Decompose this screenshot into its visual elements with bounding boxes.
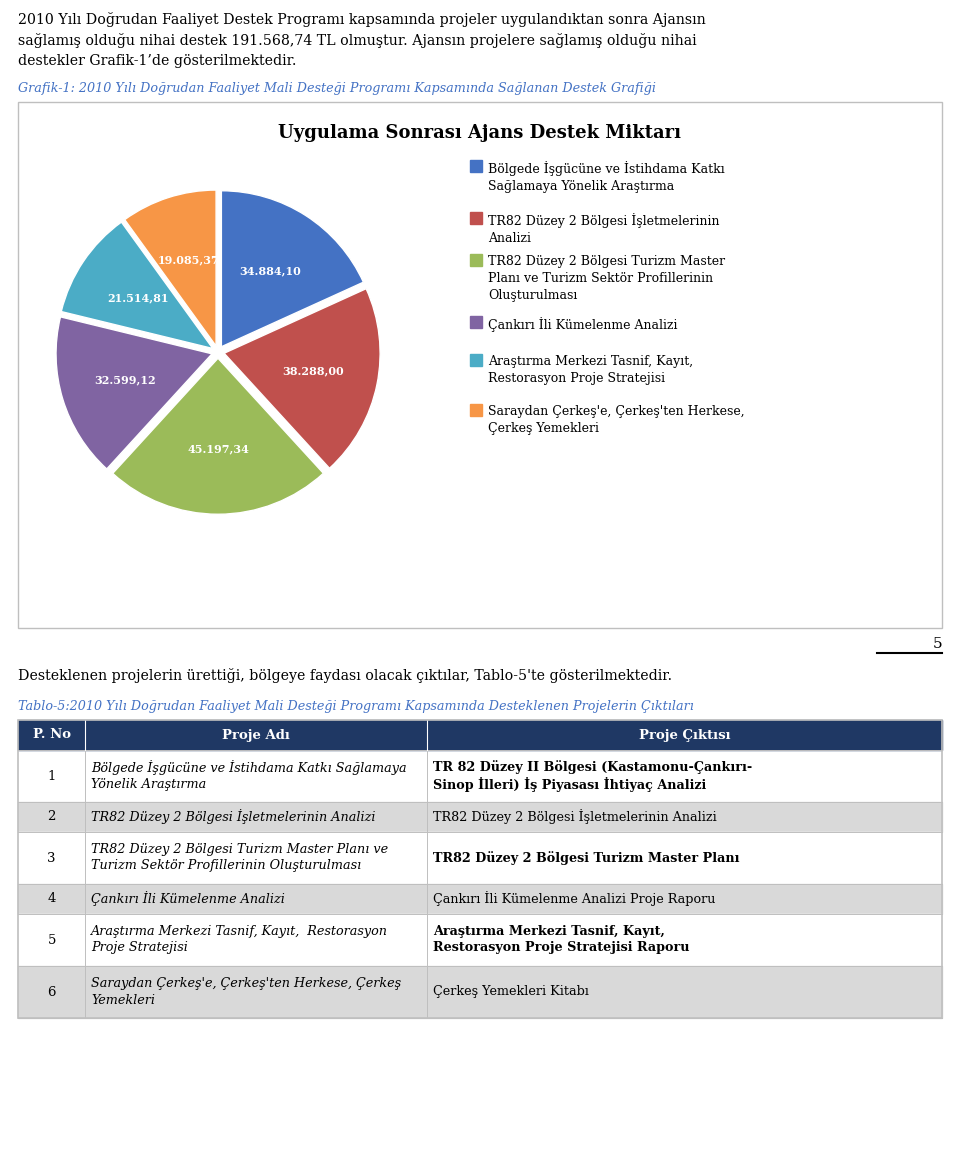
Wedge shape (56, 317, 212, 468)
Text: Proje Adı: Proje Adı (223, 729, 290, 741)
Text: Saraydan Çerkeş'e, Çerkeş'ten Herkese,
Çerkeş Yemekleri: Saraydan Çerkeş'e, Çerkeş'ten Herkese, Ç… (488, 405, 745, 435)
Text: Çankırı İli Kümelenme Analizi Proje Raporu: Çankırı İli Kümelenme Analizi Proje Rapo… (433, 892, 716, 907)
Text: 19.085,37: 19.085,37 (157, 254, 219, 266)
Text: Desteklenen projelerin ürettiği, bölgeye faydası olacak çıktılar, Tablo-5'te gös: Desteklenen projelerin ürettiği, bölgeye… (18, 668, 672, 683)
Text: Çankırı İli Kümelenme Analizi: Çankırı İli Kümelenme Analizi (488, 317, 678, 331)
Text: TR 82 Düzey II Bölgesi (Kastamonu-Çankırı-
Sinop İlleri) İş Piyasası İhtiyaç Ana: TR 82 Düzey II Bölgesi (Kastamonu-Çankır… (433, 760, 753, 792)
Text: Proje Çıktısı: Proje Çıktısı (638, 729, 731, 741)
Bar (18, 884, 942, 914)
Bar (470, 160, 482, 171)
Text: 32.599,12: 32.599,12 (95, 375, 156, 386)
Text: 1: 1 (48, 770, 56, 783)
Bar (470, 355, 482, 366)
Bar (18, 802, 942, 832)
Text: Çerkeş Yemekleri Kitabı: Çerkeş Yemekleri Kitabı (433, 985, 589, 999)
Bar (18, 832, 942, 884)
Bar (18, 721, 942, 1017)
Bar (18, 966, 942, 1017)
Wedge shape (112, 358, 324, 514)
Text: TR82 Düzey 2 Bölgesi İşletmelerinin
Analizi: TR82 Düzey 2 Bölgesi İşletmelerinin Anal… (488, 213, 719, 245)
Text: Grafik-1: 2010 Yılı Doğrudan Faaliyet Mali Desteği Programı Kapsamında Sağlanan : Grafik-1: 2010 Yılı Doğrudan Faaliyet Ma… (18, 82, 656, 96)
Text: Araştırma Merkezi Tasnif, Kayıt,
Restorasyon Proje Stratejisi Raporu: Araştırma Merkezi Tasnif, Kayıt, Restora… (433, 925, 690, 954)
Text: TR82 Düzey 2 Bölgesi Turizm Master Planı: TR82 Düzey 2 Bölgesi Turizm Master Planı (433, 851, 740, 864)
Text: sağlamış olduğu nihai destek 191.568,74 TL olmuştur. Ajansın projelere sağlamış : sağlamış olduğu nihai destek 191.568,74 … (18, 33, 697, 48)
Wedge shape (224, 289, 380, 468)
Bar (470, 254, 482, 266)
Text: 5: 5 (932, 637, 942, 651)
Text: 5: 5 (48, 933, 56, 946)
Text: TR82 Düzey 2 Bölgesi Turizm Master
Planı ve Turizm Sektör Profillerinin
Oluşturu: TR82 Düzey 2 Bölgesi Turizm Master Planı… (488, 256, 725, 302)
Text: 2010 Yılı Doğrudan Faaliyet Destek Programı kapsamında projeler uygulandıktan so: 2010 Yılı Doğrudan Faaliyet Destek Progr… (18, 12, 706, 26)
Wedge shape (125, 190, 216, 346)
Wedge shape (222, 191, 364, 346)
Bar (18, 102, 942, 628)
Text: 6: 6 (47, 985, 56, 999)
Text: 2: 2 (48, 810, 56, 823)
Text: Bölgede İşgücüne ve İstihdama Katkı Sağlamaya
Yönelik Araştırma: Bölgede İşgücüne ve İstihdama Katkı Sağl… (91, 761, 407, 792)
Bar (470, 404, 482, 416)
Text: P. No: P. No (33, 729, 71, 741)
Text: Çankırı İli Kümelenme Analizi: Çankırı İli Kümelenme Analizi (91, 892, 285, 907)
Text: destekler Grafik-1’de gösterilmektedir.: destekler Grafik-1’de gösterilmektedir. (18, 54, 297, 68)
Text: Saraydan Çerkeş'e, Çerkeş'ten Herkese, Çerkeş
Yemekleri: Saraydan Çerkeş'e, Çerkeş'ten Herkese, Ç… (91, 977, 401, 1006)
Bar (18, 721, 942, 750)
Text: Bölgede İşgücüne ve İstihdama Katkı
Sağlamaya Yönelik Araştırma: Bölgede İşgücüne ve İstihdama Katkı Sağl… (488, 161, 725, 193)
Text: 3: 3 (47, 852, 56, 864)
Text: 45.197,34: 45.197,34 (187, 443, 249, 455)
Text: 4: 4 (48, 892, 56, 906)
Text: Tablo-5:2010 Yılı Doğrudan Faaliyet Mali Desteği Programı Kapsamında Desteklenen: Tablo-5:2010 Yılı Doğrudan Faaliyet Mali… (18, 700, 694, 712)
Bar (18, 750, 942, 802)
Text: TR82 Düzey 2 Bölgesi İşletmelerinin Analizi: TR82 Düzey 2 Bölgesi İşletmelerinin Anal… (91, 809, 376, 824)
Text: Uygulama Sonrası Ajans Destek Miktarı: Uygulama Sonrası Ajans Destek Miktarı (278, 124, 682, 142)
Bar (470, 212, 482, 224)
Text: TR82 Düzey 2 Bölgesi İşletmelerinin Analizi: TR82 Düzey 2 Bölgesi İşletmelerinin Anal… (433, 809, 717, 824)
Wedge shape (61, 222, 213, 349)
Text: Araştırma Merkezi Tasnif, Kayıt,
Restorasyon Proje Stratejisi: Araştırma Merkezi Tasnif, Kayıt, Restora… (488, 355, 693, 384)
Text: 34.884,10: 34.884,10 (239, 265, 301, 276)
Text: Araştırma Merkezi Tasnif, Kayıt,  Restorasyon
Proje Stratejisi: Araştırma Merkezi Tasnif, Kayıt, Restora… (91, 925, 389, 954)
Bar (470, 317, 482, 328)
Bar (18, 914, 942, 966)
Text: 38.288,00: 38.288,00 (282, 366, 344, 376)
Text: TR82 Düzey 2 Bölgesi Turizm Master Planı ve
Turizm Sektör Profillerinin Oluşturu: TR82 Düzey 2 Bölgesi Turizm Master Planı… (91, 844, 389, 872)
Text: 21.514,81: 21.514,81 (107, 292, 169, 304)
